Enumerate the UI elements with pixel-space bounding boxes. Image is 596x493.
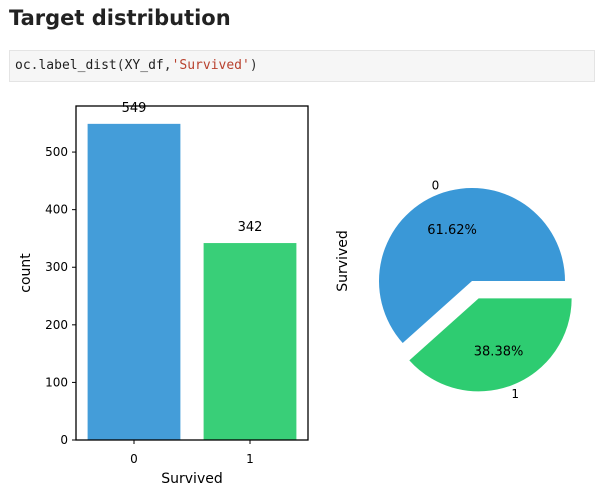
bar-chart: 549 0 342 1 0 100 200 300 400 500 Survived count (18, 101, 309, 487)
code-arg-column: 'Survived' (171, 58, 250, 73)
x-tick-label-1: 1 (246, 452, 254, 466)
code-dot: . (30, 58, 39, 73)
pie-percent-label-0: 61.62% (427, 223, 477, 238)
pie-label-0: 0 (432, 178, 440, 192)
page-title: Target distribution (9, 6, 231, 30)
pie-percent-label-1: 38.38% (474, 344, 524, 359)
code-comma: , (163, 58, 172, 73)
bar-y-axis-label: count (18, 253, 34, 293)
code-close-paren: ) (249, 58, 258, 73)
pie-slice-0 (379, 188, 565, 344)
y-tick-label-200: 200 (45, 318, 68, 332)
x-tick-label-0: 0 (130, 452, 138, 466)
y-tick-label-0: 0 (60, 433, 68, 447)
pie-label-1: 1 (511, 387, 519, 401)
bar-0 (87, 123, 181, 441)
pie-y-axis-label: Survived (335, 230, 351, 291)
y-tick-label-400: 400 (45, 203, 68, 217)
bar-1 (203, 243, 297, 440)
bar-data-label-1: 342 (238, 220, 263, 235)
y-tick-label-100: 100 (45, 375, 68, 389)
bar-data-label-0: 549 (122, 101, 147, 116)
bar-x-axis-label: Survived (161, 471, 222, 487)
pie-chart: 0 61.62% 1 38.38% Survived (335, 178, 572, 401)
code-object: oc (15, 58, 31, 73)
bar-plot-frame (75, 105, 309, 441)
y-tick-label-500: 500 (45, 145, 68, 159)
code-line: oc.label_dist(XY_df,'Survived') (15, 58, 258, 73)
y-tick-label-300: 300 (45, 260, 68, 274)
code-function: label_dist (38, 58, 117, 73)
output-charts: 549 0 342 1 0 100 200 300 400 500 Survived count 0 6… (18, 101, 572, 487)
code-arg-dataframe: XY_df (124, 58, 164, 73)
code-open-paren: ( (116, 58, 125, 73)
pie-slice-1 (409, 298, 572, 392)
code-cell[interactable]: oc.label_dist(XY_df,'Survived') (9, 50, 595, 82)
